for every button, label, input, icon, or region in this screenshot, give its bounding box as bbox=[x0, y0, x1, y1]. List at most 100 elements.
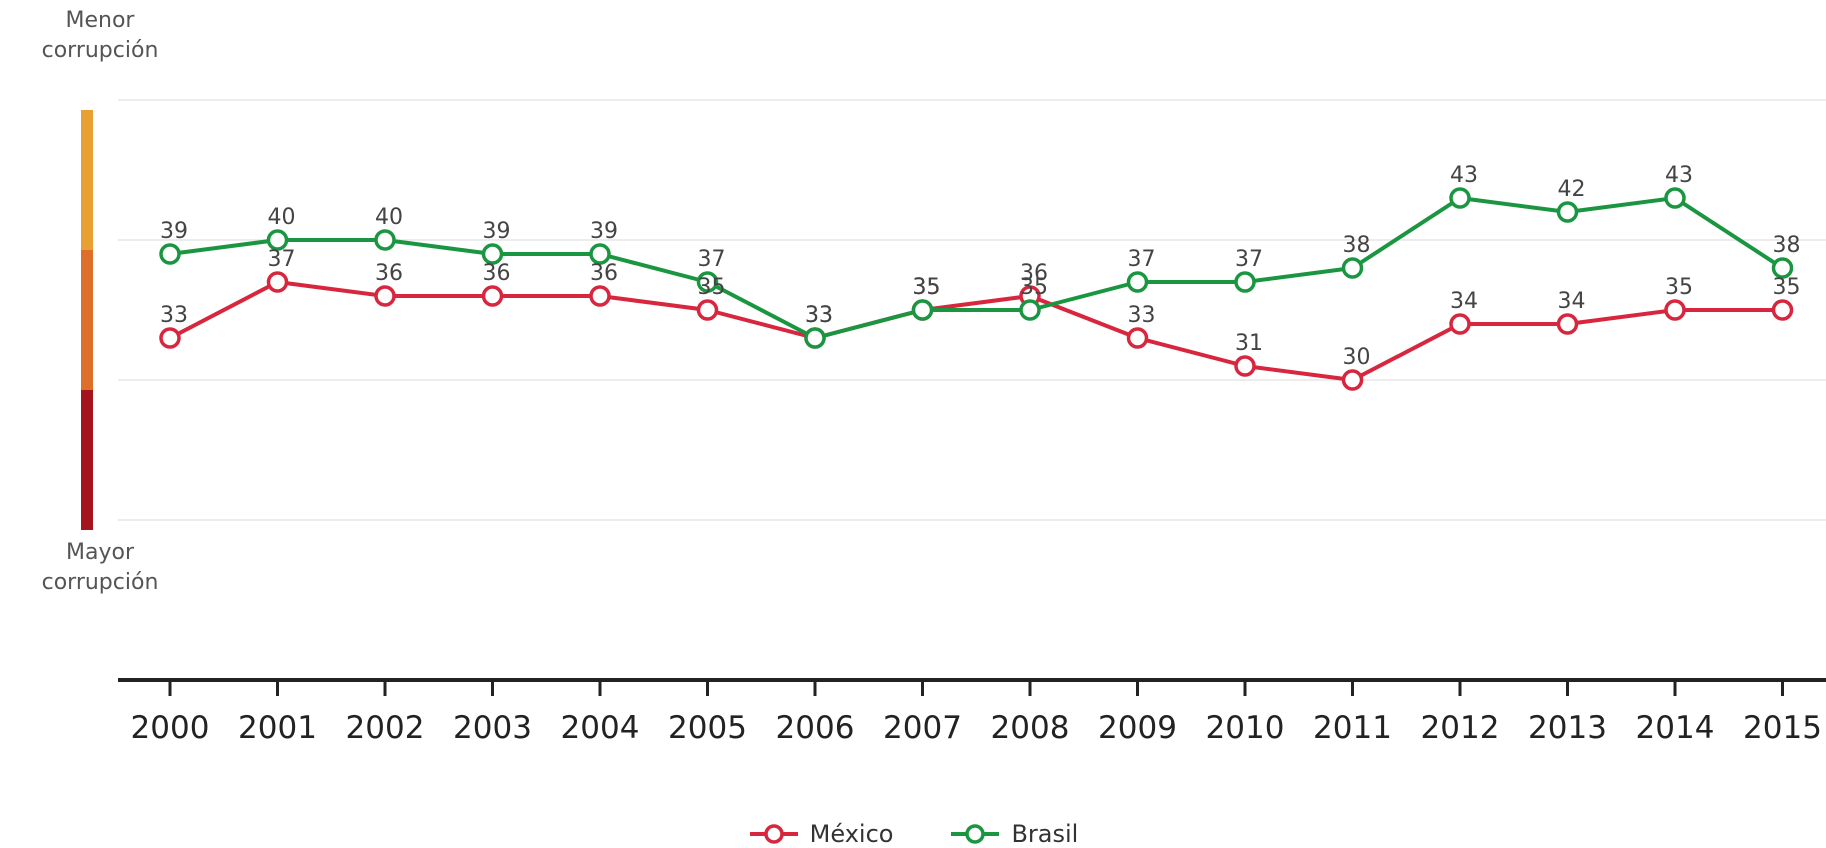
bottom-annotation-line1: Mayor bbox=[66, 540, 134, 565]
data-label: 37 bbox=[1128, 247, 1156, 272]
x-tick-label: 2001 bbox=[238, 710, 317, 746]
x-tick-label: 2006 bbox=[776, 710, 855, 746]
corruption-scale-bar bbox=[81, 110, 93, 530]
data-point bbox=[1556, 201, 1579, 223]
legend-marker-icon bbox=[951, 824, 1000, 844]
data-point bbox=[1019, 299, 1041, 321]
data-point bbox=[696, 271, 719, 293]
x-tick-label: 2005 bbox=[668, 710, 747, 746]
data-label: 36 bbox=[483, 261, 511, 286]
data-point bbox=[1664, 187, 1686, 209]
x-tick-label: 2004 bbox=[561, 710, 640, 746]
x-tick-label: 2012 bbox=[1421, 710, 1500, 746]
data-label: 36 bbox=[590, 261, 618, 286]
data-point bbox=[481, 285, 504, 307]
data-label: 40 bbox=[375, 205, 403, 230]
x-tick-label: 2015 bbox=[1743, 710, 1822, 746]
top-annotation-line2: corrupción bbox=[41, 38, 159, 63]
data-label: 33 bbox=[805, 303, 833, 328]
gridlines bbox=[118, 99, 1826, 521]
data-point bbox=[1126, 327, 1149, 349]
x-tick-label: 2007 bbox=[883, 710, 962, 746]
legend-item: México bbox=[748, 820, 894, 848]
data-label: 35 bbox=[1773, 275, 1801, 300]
data-label: 36 bbox=[375, 261, 403, 286]
scale-bar-segment bbox=[81, 110, 93, 250]
data-label: 33 bbox=[805, 303, 833, 328]
data-label: 37 bbox=[1235, 247, 1263, 272]
series-line-1 bbox=[169, 196, 1784, 340]
data-label: 39 bbox=[160, 219, 188, 244]
data-label: 36 bbox=[1020, 261, 1048, 286]
data-label: 39 bbox=[590, 219, 618, 244]
series-lines bbox=[169, 196, 1784, 382]
data-point bbox=[1449, 187, 1471, 209]
data-point bbox=[589, 285, 611, 307]
data-point bbox=[1341, 257, 1364, 279]
scale-bar-segment bbox=[81, 390, 93, 530]
data-label: 35 bbox=[913, 275, 941, 300]
data-label: 35 bbox=[913, 275, 941, 300]
x-axis-ticks: 2000 2001 2002 2003 2004 2005 2006 2007 2008 2009… bbox=[131, 680, 1822, 746]
data-label: 43 bbox=[1665, 163, 1693, 188]
data-point bbox=[374, 229, 396, 251]
data-label: 37 bbox=[268, 247, 296, 272]
data-point bbox=[1126, 271, 1149, 293]
data-point bbox=[374, 285, 396, 307]
data-point bbox=[1449, 313, 1471, 335]
data-point bbox=[481, 243, 504, 265]
data-point bbox=[696, 299, 719, 321]
data-label: 33 bbox=[160, 303, 188, 328]
legend-label: México bbox=[809, 820, 894, 848]
x-tick-label: 2014 bbox=[1636, 710, 1715, 746]
data-label: 33 bbox=[1128, 303, 1156, 328]
bottom-annotation-line2: corrupción bbox=[41, 570, 159, 595]
data-label: 35 bbox=[698, 275, 726, 300]
legend-label: Brasil bbox=[1011, 820, 1079, 848]
data-point bbox=[911, 299, 934, 321]
data-point bbox=[266, 229, 289, 251]
x-tick-label: 2003 bbox=[453, 710, 532, 746]
x-tick-label: 2008 bbox=[991, 710, 1070, 746]
legend-item: Brasil bbox=[949, 820, 1078, 848]
x-tick-label: 2011 bbox=[1313, 710, 1392, 746]
data-label: 39 bbox=[483, 219, 511, 244]
bottom-axis-annotation: Mayor corrupción bbox=[10, 538, 190, 598]
data-label: 43 bbox=[1450, 163, 1478, 188]
data-label: 38 bbox=[1773, 233, 1801, 258]
data-label: 38 bbox=[1343, 233, 1371, 258]
x-tick-label: 2002 bbox=[346, 710, 425, 746]
series-line-0 bbox=[169, 280, 1783, 382]
data-label: 42 bbox=[1558, 177, 1586, 202]
legend-marker-icon bbox=[749, 824, 798, 844]
scale-bar-segment bbox=[81, 250, 93, 390]
data-point bbox=[1234, 355, 1256, 377]
data-point bbox=[1771, 257, 1794, 279]
data-point bbox=[1771, 299, 1794, 321]
top-annotation-line1: Menor bbox=[65, 8, 135, 33]
x-tick-label: 2010 bbox=[1206, 710, 1285, 746]
x-tick-label: 2009 bbox=[1098, 710, 1177, 746]
data-point bbox=[589, 243, 611, 265]
series-points bbox=[159, 187, 1794, 391]
data-label: 35 bbox=[1020, 275, 1048, 300]
data-label: 34 bbox=[1450, 289, 1478, 314]
top-axis-annotation: Menor corrupción bbox=[10, 6, 190, 66]
data-label: 40 bbox=[268, 205, 296, 230]
data-label: 37 bbox=[698, 247, 726, 272]
data-label: 30 bbox=[1343, 345, 1371, 370]
x-tick-label: 2013 bbox=[1528, 710, 1607, 746]
data-label: 31 bbox=[1235, 331, 1263, 356]
data-label: 34 bbox=[1558, 289, 1586, 314]
data-label: 35 bbox=[1665, 275, 1693, 300]
legend: México Brasil bbox=[0, 820, 1826, 848]
data-point bbox=[266, 271, 289, 293]
data-point bbox=[159, 327, 181, 349]
data-point bbox=[1234, 271, 1256, 293]
data-point bbox=[1556, 313, 1579, 335]
data-point bbox=[1341, 369, 1364, 391]
data-point bbox=[804, 327, 826, 349]
data-point bbox=[1664, 299, 1686, 321]
